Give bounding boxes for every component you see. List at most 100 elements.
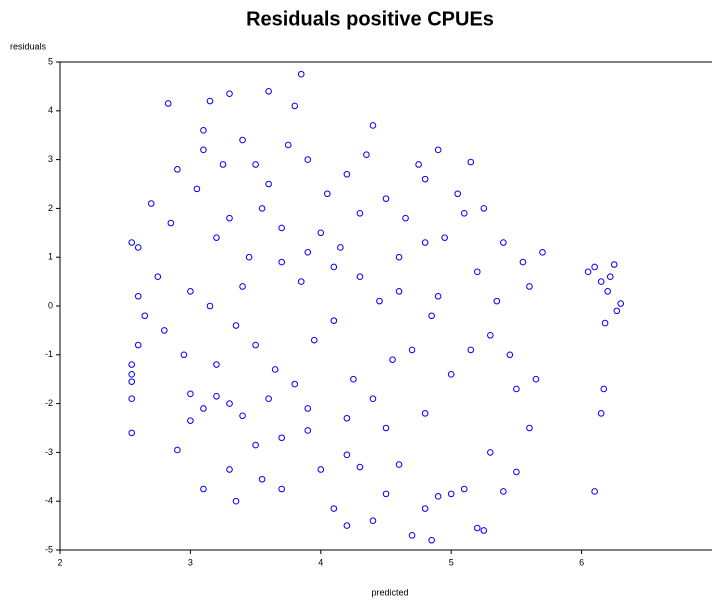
- point: [232, 322, 240, 329]
- point: [506, 351, 514, 359]
- point: [187, 390, 194, 398]
- point: [421, 175, 429, 183]
- point: [460, 485, 468, 493]
- point: [265, 395, 272, 403]
- point: [239, 136, 246, 144]
- point: [187, 417, 194, 424]
- point: [356, 209, 364, 217]
- point: [128, 395, 136, 403]
- point: [395, 253, 403, 261]
- y-tick-label: -1: [45, 349, 53, 359]
- point: [343, 414, 351, 422]
- y-tick-label: -3: [45, 447, 53, 457]
- point: [591, 488, 598, 495]
- y-tick-label: 4: [48, 105, 53, 115]
- point: [597, 410, 605, 417]
- point: [402, 214, 409, 222]
- x-tick-label: 3: [188, 557, 193, 567]
- point: [356, 463, 364, 471]
- point: [591, 263, 598, 271]
- point: [500, 488, 507, 495]
- point: [604, 288, 611, 295]
- point: [356, 273, 364, 281]
- y-tick-label: -2: [45, 398, 53, 408]
- point: [467, 346, 475, 354]
- point: [291, 102, 299, 110]
- point: [467, 158, 475, 166]
- point: [258, 475, 266, 483]
- point: [134, 341, 142, 349]
- point: [304, 156, 312, 163]
- point: [187, 288, 194, 295]
- point: [164, 100, 172, 107]
- x-axis-label: predicted: [371, 587, 408, 597]
- point: [278, 224, 285, 232]
- x-tick-label: 4: [318, 557, 323, 567]
- y-tick-label: -5: [45, 544, 53, 554]
- point: [597, 278, 605, 285]
- point: [441, 234, 448, 241]
- point: [317, 466, 325, 473]
- point: [141, 312, 149, 320]
- y-tick-label: 1: [48, 252, 53, 262]
- point: [134, 244, 142, 251]
- point: [128, 371, 136, 378]
- point: [330, 317, 338, 324]
- point: [128, 429, 136, 437]
- point: [428, 312, 435, 320]
- point: [343, 451, 351, 459]
- point: [310, 336, 318, 344]
- point: [304, 249, 312, 256]
- point: [278, 258, 285, 266]
- point: [350, 375, 357, 383]
- point: [610, 261, 618, 268]
- point: [369, 122, 377, 129]
- point: [584, 268, 592, 276]
- point: [200, 405, 207, 412]
- point: [613, 307, 621, 315]
- point: [454, 190, 462, 198]
- chart-title: Residuals positive CPUEs: [246, 8, 494, 30]
- point: [128, 378, 136, 385]
- point: [206, 97, 214, 105]
- y-tick-label: -4: [45, 496, 53, 506]
- point: [382, 195, 390, 202]
- point: [369, 517, 377, 525]
- point: [473, 268, 481, 276]
- point: [408, 532, 416, 539]
- point: [606, 273, 614, 281]
- x-tick-label: 2: [57, 557, 62, 567]
- point: [167, 219, 175, 227]
- point: [239, 283, 246, 290]
- point: [487, 331, 494, 339]
- point: [617, 300, 625, 307]
- point: [343, 522, 351, 529]
- point: [343, 170, 351, 178]
- point: [337, 244, 344, 251]
- point: [161, 327, 168, 334]
- point: [532, 375, 540, 383]
- point: [200, 485, 207, 493]
- plot-frame: [59, 61, 712, 551]
- point: [226, 214, 233, 222]
- point: [271, 366, 279, 373]
- point: [601, 319, 609, 327]
- point: [174, 166, 181, 173]
- point: [421, 239, 429, 246]
- point: [252, 341, 259, 349]
- point: [174, 446, 181, 454]
- point: [297, 278, 305, 285]
- point: [219, 161, 227, 168]
- point: [382, 490, 390, 498]
- point: [421, 410, 429, 417]
- point: [206, 302, 214, 310]
- point: [200, 127, 207, 134]
- point: [154, 273, 162, 281]
- point: [291, 380, 299, 388]
- point: [213, 234, 220, 241]
- point: [493, 297, 501, 305]
- point: [369, 395, 377, 403]
- y-tick-label: 0: [48, 300, 53, 310]
- point: [330, 263, 338, 271]
